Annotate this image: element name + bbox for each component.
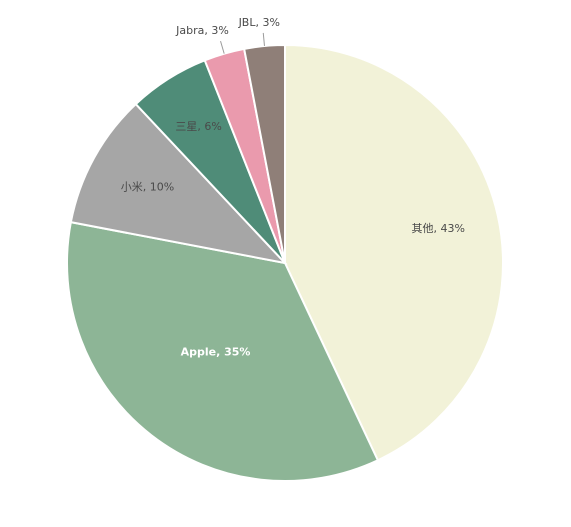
data-label-6: JBL, 3% [238,16,280,29]
data-label-1: 其他, 43% [411,222,464,235]
data-label-4: 三星, 6% [175,120,221,133]
pie-slice-2 [66,220,380,482]
leader-line-6 [262,32,265,47]
data-label-5: Jabra, 3% [175,24,229,37]
data-label-2: Apple, 35% [181,346,251,359]
data-label-3: 小米, 10% [121,180,174,193]
pie-slice-6 [242,43,286,264]
leader-line-5 [220,40,225,54]
pie-slice-3 [69,102,288,265]
pie-slice-1 [284,43,504,462]
